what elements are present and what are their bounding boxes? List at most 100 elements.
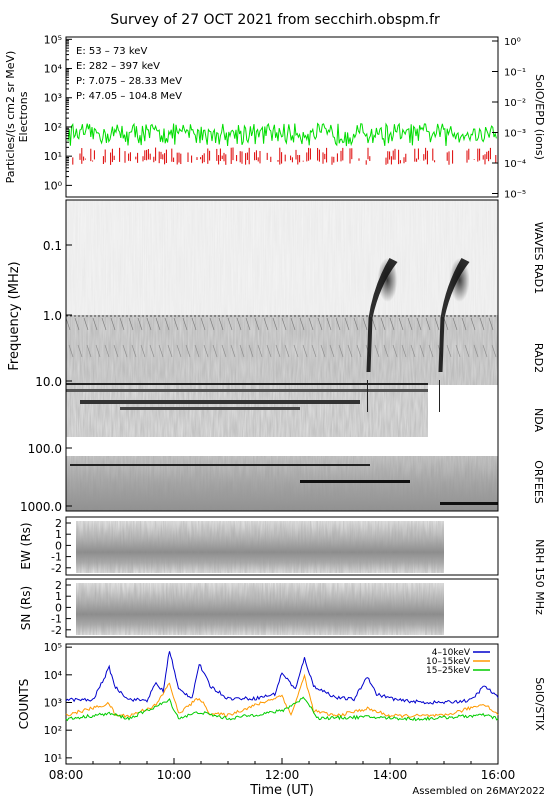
rad2-stripe [488, 317, 494, 331]
stix-legend-entry: 10–15keV [426, 657, 471, 667]
particles-plot-area [67, 122, 497, 165]
stix-panel-frame [65, 643, 499, 765]
particles-left-tick-label: 10⁴ [44, 63, 63, 76]
nrh_ew-tick-label: -1 [51, 551, 62, 564]
nrh-ew-texture [76, 521, 444, 573]
rad2-stripe [353, 317, 359, 331]
rad2-stripe [230, 344, 236, 358]
particles-left-tick-label: 10⁵ [44, 33, 62, 46]
rad2-stripe [290, 317, 296, 331]
particles-right-axis: 10⁰ 10⁻¹ 10⁻² 10⁻³ 10⁻⁴ 10⁻⁵ [492, 37, 526, 201]
rad2-stripe [149, 344, 155, 358]
rad2-stripe [113, 344, 119, 358]
nda-band-2 [80, 400, 360, 404]
particles-left-tick-label: 10¹ [44, 150, 62, 163]
particles-series-electrons-low [67, 122, 497, 147]
rad2-texture [66, 315, 498, 385]
rad2-stripe [320, 344, 326, 358]
rad2-stripe [479, 317, 485, 331]
rad2-stripe [455, 344, 461, 358]
rad2-stripe [470, 317, 476, 331]
rad2-stripe [254, 317, 260, 331]
nrh-right-label: NRH 150 MHz [533, 539, 546, 615]
rad2-stripe [146, 317, 152, 331]
stix-legend-entry: 4–10keV [432, 648, 471, 658]
radio-panel-frame [65, 199, 499, 512]
stix-tick-label: 10³ [44, 697, 62, 710]
rad2-stripe [119, 317, 125, 331]
nrh-sn-texture [76, 583, 444, 635]
rad2-stripe [401, 344, 407, 358]
time-axis: 08:00 10:00 12:00 14:00 16:00 [49, 758, 515, 782]
rad2-stripe [302, 344, 308, 358]
nda-band-3 [120, 407, 300, 410]
radio-tick-label: 100.0 [28, 442, 62, 456]
orfees-band-3 [440, 502, 498, 505]
nrh_sn-tick-label: 1 [55, 590, 62, 603]
rad2-stripe [311, 344, 317, 358]
rad2-stripe [299, 317, 305, 331]
rad2-stripe [104, 344, 110, 358]
rad2-stripe [419, 344, 425, 358]
nrh_sn-tick-label: -1 [51, 613, 62, 626]
rad2-stripe [329, 344, 335, 358]
rad2-stripe [173, 317, 179, 331]
radio-tick-label: 1.0 [43, 309, 62, 323]
rad2-stripe [122, 344, 128, 358]
rad1-texture [66, 200, 498, 315]
rad2-stripe [308, 317, 314, 331]
rad2-stripe [452, 317, 458, 331]
time-tick-label: 10:00 [157, 768, 192, 782]
nrh_ew-tick-label: 0 [55, 539, 62, 552]
rad2-stripe [491, 344, 497, 358]
rad2-stripe [176, 344, 182, 358]
rad2-stripe [164, 317, 170, 331]
rad2-stripe [203, 344, 209, 358]
rad2-stripe [398, 317, 404, 331]
stix-tick-label: 10¹ [44, 752, 62, 765]
radio-instrument-label: NDA [532, 408, 545, 433]
rad2-stripe [182, 317, 188, 331]
rad2-stripe [281, 317, 287, 331]
particles-ylabel-electrons: Electrons [17, 91, 30, 142]
particles-right-tick-label: 10⁻¹ [504, 68, 526, 79]
particles-right-tick-label: 10⁰ [504, 37, 521, 48]
particles-left-axis: 10⁵ 10⁴ 10³ 10² 10¹ 10⁰ [44, 33, 72, 192]
nda-texture [66, 385, 428, 437]
rad2-stripe [227, 317, 233, 331]
particles-right-tick-label: 10⁻² [504, 98, 526, 109]
time-tick-label: 14:00 [373, 768, 408, 782]
radio-ylabel: Frequency (MHz) [7, 261, 22, 370]
rad2-stripe [155, 317, 161, 331]
rad2-stripe [428, 344, 434, 358]
rad2-stripe [245, 317, 251, 331]
rad2-stripe [209, 317, 215, 331]
rad2-stripe [464, 344, 470, 358]
radio-burst-halo-2 [449, 258, 470, 302]
rad2-stripe [347, 344, 353, 358]
nrh_sn-tick-label: 0 [55, 601, 62, 614]
rad2-stripe [266, 344, 272, 358]
rad2-stripe [185, 344, 191, 358]
rad2-stripe [200, 317, 206, 331]
rad2-stripe [443, 317, 449, 331]
rad2-stripe [326, 317, 332, 331]
particles-legend-entry: E: 53 – 73 keV [76, 46, 147, 57]
stix-legend-entry: 15–25keV [426, 666, 471, 676]
rad2-stripe [338, 344, 344, 358]
nrh-ew-ylabel: EW (Rs) [19, 522, 33, 569]
rad2-stripe [362, 317, 368, 331]
rad2-stripe [191, 317, 197, 331]
nrh-ew-axis: 210-1-2 [51, 517, 71, 575]
rad2-stripe [65, 317, 71, 331]
rad2-stripe [248, 344, 254, 358]
stix-right-label: SolO/STIX [533, 677, 546, 731]
rad2-stripe [425, 317, 431, 331]
orfees-band-1 [70, 464, 370, 466]
particles-legend: E: 53 – 73 keV E: 282 – 397 keV P: 7.075 –… [76, 46, 182, 102]
rad2-stripe [335, 317, 341, 331]
radio-burst-halo-1 [377, 258, 398, 302]
particles-legend-entry: E: 282 – 397 keV [76, 61, 160, 72]
rad2-stripe [293, 344, 299, 358]
particles-right-tick-label: 10⁻³ [504, 129, 526, 140]
